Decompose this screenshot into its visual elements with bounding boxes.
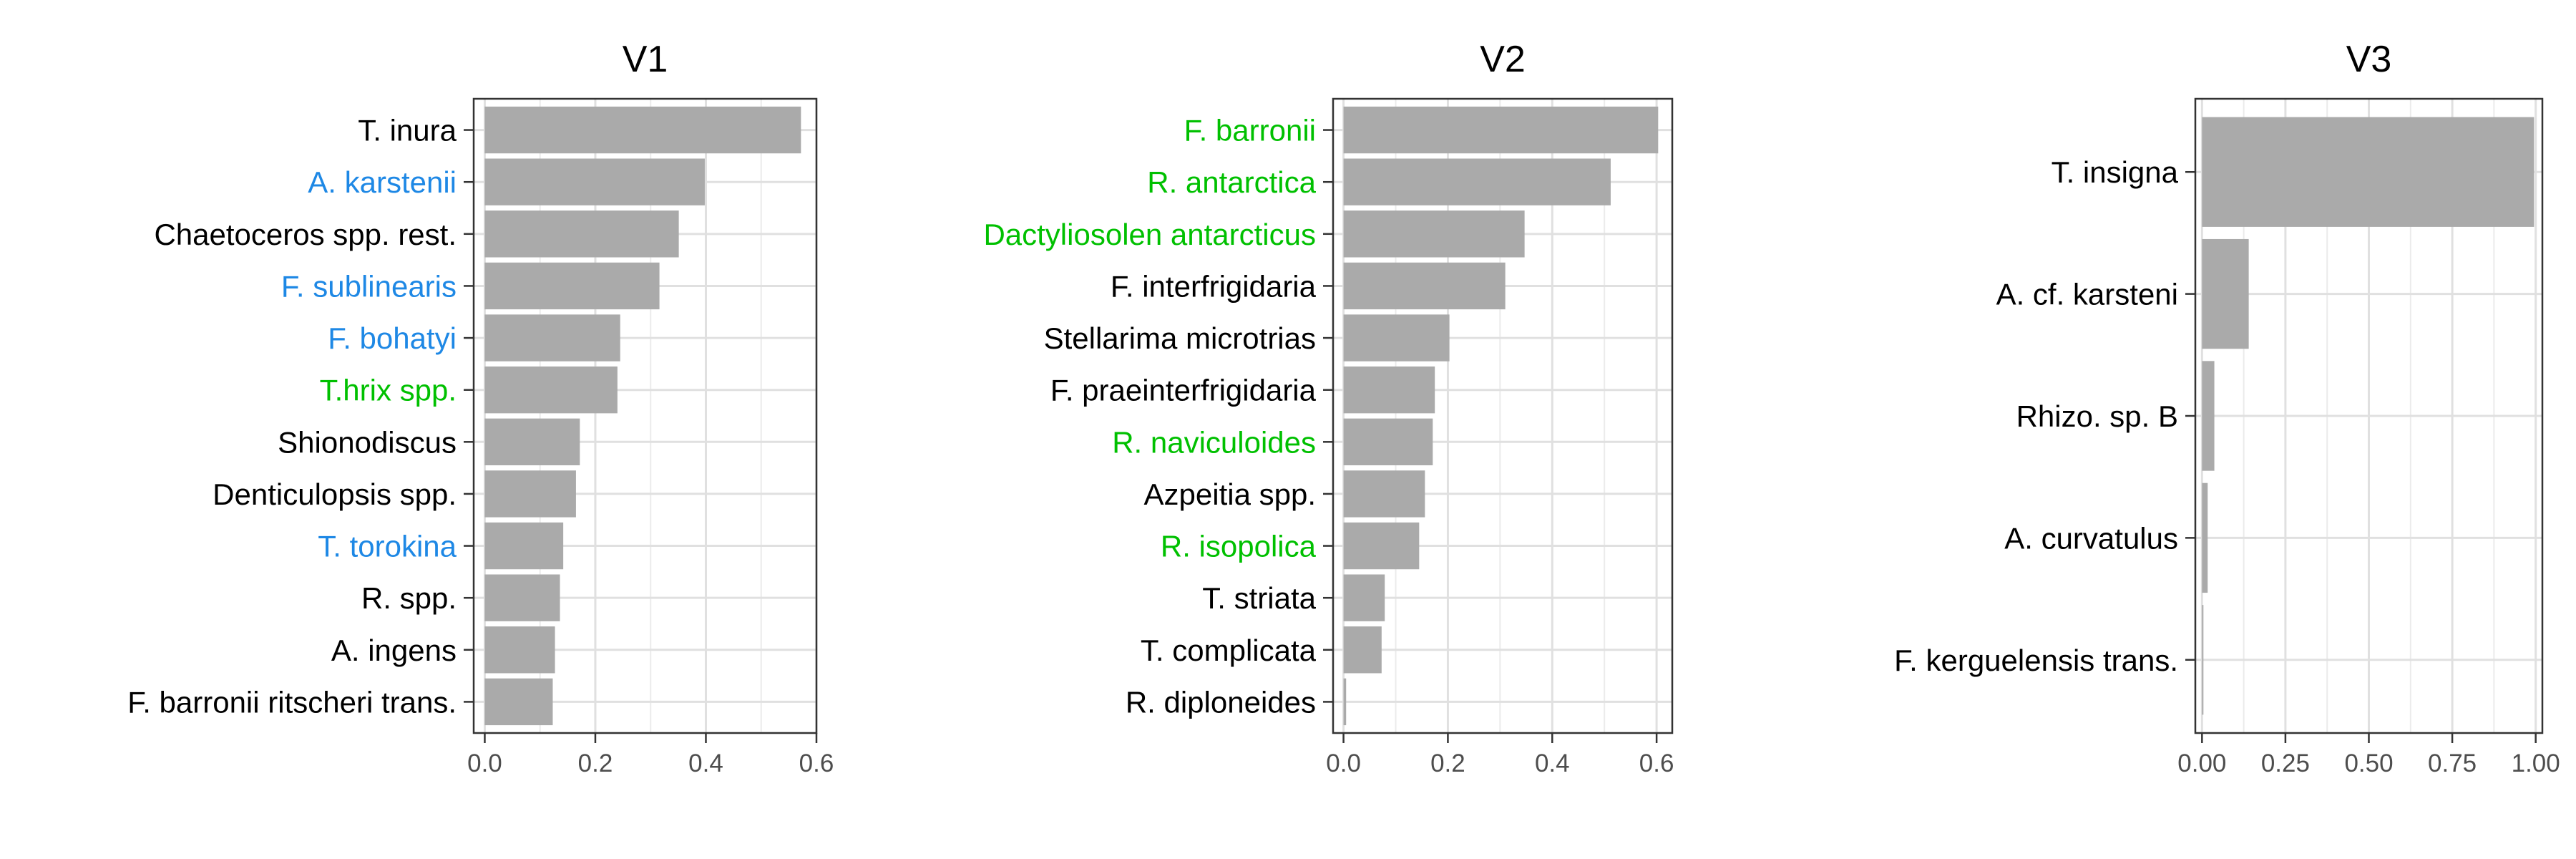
category-label-t-complicata: T. complicata	[1141, 634, 1317, 667]
x-tick-label: 0.50	[2344, 749, 2393, 777]
x-tick-label: 0.6	[1639, 749, 1674, 777]
bar-stellarima-microtrias	[1343, 314, 1450, 361]
bar-t-striata	[1343, 574, 1385, 621]
bar-f-kerguelensis-trans	[2202, 605, 2204, 715]
category-label-f-praeinterfrigidaria: F. praeinterfrigidaria	[1050, 374, 1317, 407]
category-label-f-interfrigidaria: F. interfrigidaria	[1111, 269, 1317, 303]
bar-f-interfrigidaria	[1343, 262, 1506, 310]
x-tick-label: 1.00	[2512, 749, 2560, 777]
bar-r-naviculoides	[1343, 418, 1433, 465]
category-label-t-torokina: T. torokina	[318, 530, 457, 563]
bar-dactyliosolen-antarcticus	[1343, 210, 1525, 258]
category-label-f-bohatyi: F. bohatyi	[328, 321, 457, 355]
bar-a-ingens	[484, 626, 555, 674]
bar-f-barronii	[1343, 106, 1659, 154]
x-tick-label: 0.00	[2177, 749, 2226, 777]
bar-rhizo-sp-b	[2202, 361, 2215, 471]
category-label-dactyliosolen-antarcticus: Dactyliosolen antarcticus	[983, 218, 1316, 251]
bar-chaetoceros-spp-rest	[484, 210, 679, 258]
category-label-r-antarctica: R. antarctica	[1147, 165, 1316, 199]
x-tick-label: 0.2	[1430, 749, 1465, 777]
bar-a-karstenii	[484, 158, 705, 205]
category-label-t-hrix-spp: T.hrix spp.	[320, 374, 457, 407]
category-label-r-naviculoides: R. naviculoides	[1112, 425, 1316, 459]
bar-t-hrix-spp	[484, 367, 618, 414]
x-tick-label: 0.25	[2261, 749, 2310, 777]
x-tick-label: 0.6	[799, 749, 834, 777]
category-label-rhizo-sp-b: Rhizo. sp. B	[2016, 399, 2178, 433]
category-label-t-inura: T. inura	[358, 114, 457, 147]
category-label-a-curvatulus: A. curvatulus	[2004, 521, 2178, 555]
bar-t-complicata	[1343, 626, 1382, 674]
bar-t-insigna	[2202, 117, 2534, 227]
panel-title: V3	[2346, 39, 2392, 80]
bar-f-sublinearis	[484, 262, 660, 310]
bar-r-antarctica	[1343, 158, 1611, 205]
x-tick-label: 0.4	[688, 749, 723, 777]
category-label-r-spp: R. spp.	[361, 581, 457, 615]
category-label-denticulopsis-spp: Denticulopsis spp.	[213, 477, 457, 511]
category-label-a-cf-karsteni: A. cf. karsteni	[1996, 278, 2178, 311]
bar-a-cf-karsteni	[2202, 238, 2249, 349]
category-label-azpeitia-spp: Azpeitia spp.	[1144, 477, 1316, 511]
category-label-t-insigna: T. insigna	[2051, 155, 2179, 189]
bar-shionodiscus	[484, 418, 580, 465]
x-tick-label: 0.4	[1535, 749, 1570, 777]
bar-f-praeinterfrigidaria	[1343, 367, 1435, 414]
panel-border	[1332, 97, 1674, 734]
category-label-r-isopolica: R. isopolica	[1161, 530, 1317, 563]
panel-border	[472, 97, 818, 734]
category-label-t-striata: T. striata	[1202, 581, 1316, 615]
panel-v3: V3 T. insigna A. cf. karsteni Rhizo. sp. B A…	[1894, 39, 2560, 777]
x-tick-label: 0.0	[1326, 749, 1361, 777]
bar-denticulopsis-spp	[484, 470, 576, 518]
category-label-f-sublinearis: F. sublinearis	[281, 269, 457, 303]
category-label-stellarima-microtrias: Stellarima microtrias	[1044, 321, 1316, 355]
panel-title: V2	[1480, 39, 1526, 80]
category-label-f-barronii: F. barronii	[1184, 114, 1316, 147]
category-label-a-ingens: A. ingens	[331, 634, 457, 667]
panel-v1: V1 T. inura A. karstenii Chaetoceros spp. r…	[127, 39, 834, 777]
bar-r-isopolica	[1343, 522, 1420, 570]
bar-t-inura	[484, 106, 801, 154]
bar-a-curvatulus	[2202, 482, 2208, 593]
bar-r-spp	[484, 574, 560, 621]
bar-f-barronii-ritscheri-trans	[484, 678, 553, 726]
bar-r-diploneides	[1343, 678, 1347, 726]
panel-v2: V2 F. barronii R. antarctica Dactyliosolen …	[983, 39, 1674, 777]
category-label-f-barronii-ritscheri-trans: F. barronii ritscheri trans.	[127, 685, 457, 719]
category-label-a-karstenii: A. karstenii	[308, 165, 457, 199]
x-tick-label: 0.75	[2428, 749, 2477, 777]
category-label-chaetoceros-spp-rest: Chaetoceros spp. rest.	[154, 218, 457, 251]
bar-azpeitia-spp	[1343, 470, 1425, 518]
panel-title: V1	[623, 39, 668, 80]
category-label-r-diploneides: R. diploneides	[1126, 685, 1316, 719]
x-tick-label: 0.0	[467, 749, 502, 777]
bar-f-bohatyi	[484, 314, 620, 361]
category-label-shionodiscus: Shionodiscus	[278, 425, 457, 459]
x-tick-label: 0.2	[578, 749, 613, 777]
category-label-f-kerguelensis-trans: F. kerguelensis trans.	[1894, 644, 2178, 677]
bar-t-torokina	[484, 522, 564, 570]
